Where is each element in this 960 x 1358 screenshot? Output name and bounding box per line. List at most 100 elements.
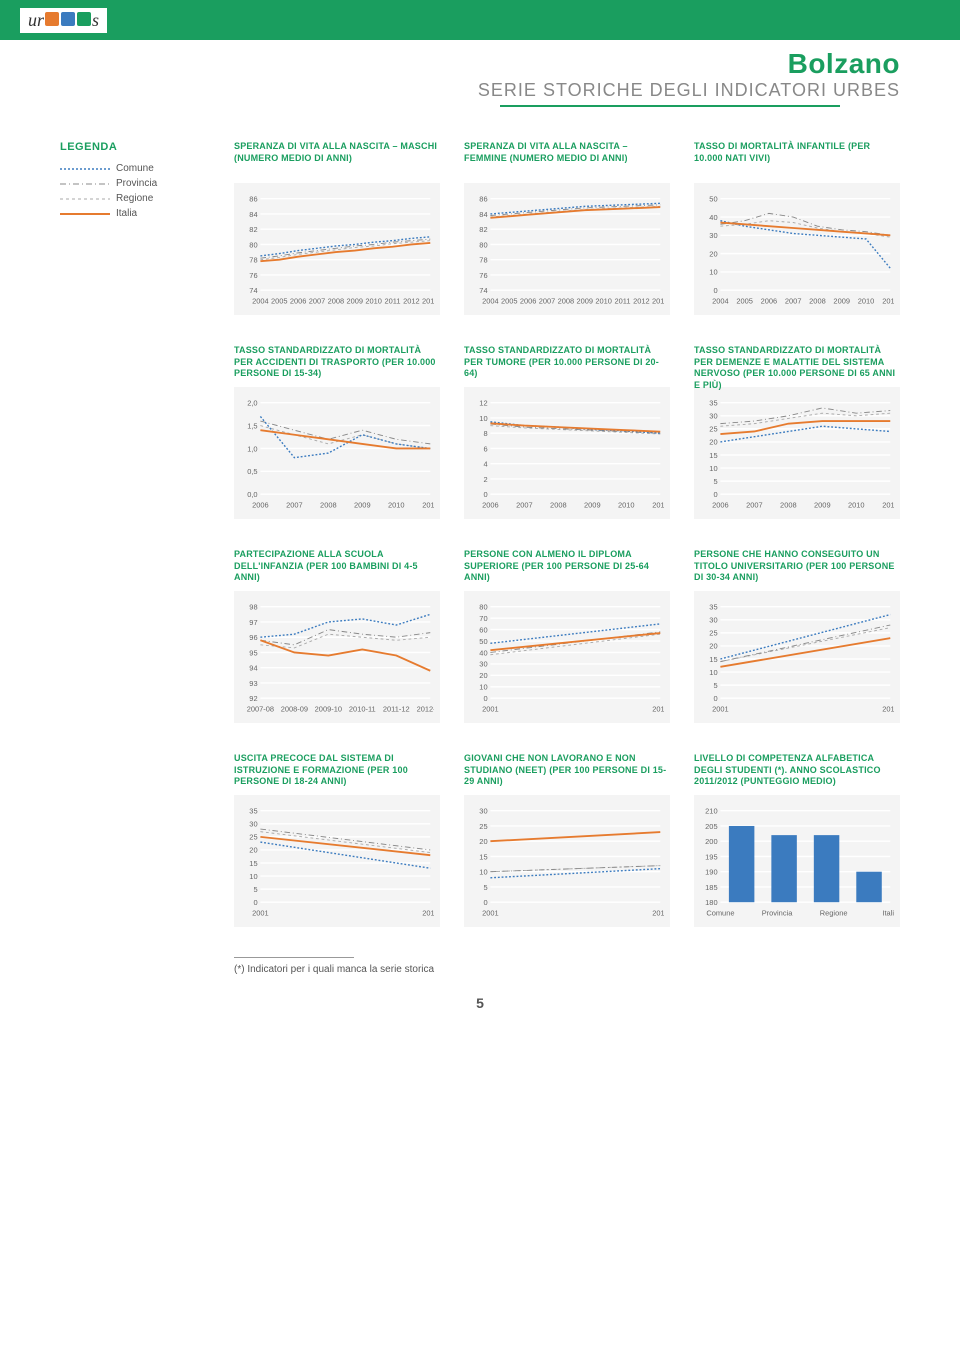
svg-text:94: 94: [249, 664, 257, 673]
svg-text:15: 15: [709, 655, 717, 664]
footnote: (*) Indicatori per i quali manca la seri…: [234, 964, 900, 975]
svg-text:2008: 2008: [320, 500, 337, 509]
series-comune: [260, 614, 430, 637]
svg-text:0,0: 0,0: [247, 490, 257, 499]
svg-text:80: 80: [479, 603, 487, 612]
svg-text:2009: 2009: [814, 500, 831, 509]
chart-svg: 0510152025303520012011: [238, 803, 434, 923]
svg-text:5: 5: [483, 883, 487, 892]
chart-title: TASSO STANDARDIZZATO DI MORTALITÀ PER DE…: [694, 345, 900, 381]
svg-text:96: 96: [249, 633, 257, 642]
svg-text:20: 20: [479, 837, 487, 846]
svg-text:190: 190: [705, 868, 717, 877]
series-provincia: [260, 421, 430, 444]
svg-text:2009: 2009: [576, 296, 593, 305]
svg-text:86: 86: [479, 195, 487, 204]
svg-text:0: 0: [483, 490, 487, 499]
chart-svg: 7476788082848620042005200620072008200920…: [468, 191, 664, 311]
svg-text:30: 30: [479, 807, 487, 816]
svg-text:76: 76: [479, 271, 487, 280]
svg-text:30: 30: [479, 660, 487, 669]
svg-text:25: 25: [479, 822, 487, 831]
legend-label: Provincia: [116, 178, 157, 189]
chart-svg: 0510152025303520012011: [698, 599, 894, 719]
svg-text:2010: 2010: [595, 296, 612, 305]
chart-box: 0102030405020042005200620072008200920102…: [694, 183, 900, 315]
svg-text:0: 0: [713, 490, 717, 499]
svg-text:2011: 2011: [615, 296, 631, 305]
svg-text:Comune: Comune: [706, 908, 734, 917]
svg-text:2011-12: 2011-12: [383, 704, 410, 713]
svg-text:2011: 2011: [422, 908, 434, 917]
svg-text:10: 10: [479, 414, 487, 423]
svg-text:2008: 2008: [780, 500, 797, 509]
chart-svg: 0102030405020042005200620072008200920102…: [698, 191, 894, 311]
bar: [856, 872, 881, 902]
legend-item: Provincia: [60, 178, 210, 189]
svg-text:0: 0: [253, 898, 257, 907]
svg-text:20: 20: [479, 671, 487, 680]
svg-text:5: 5: [713, 681, 717, 690]
logo: ur s: [20, 8, 107, 33]
svg-text:2012: 2012: [403, 296, 420, 305]
legend-item: Comune: [60, 163, 210, 174]
svg-text:0,5: 0,5: [247, 467, 257, 476]
svg-text:2011: 2011: [882, 500, 894, 509]
svg-text:2007: 2007: [516, 500, 533, 509]
chart-title: TASSO DI MORTALITÀ INFANTILE (PER 10.000…: [694, 141, 900, 177]
svg-text:40: 40: [709, 213, 717, 222]
svg-text:1,0: 1,0: [247, 444, 257, 453]
svg-text:20: 20: [709, 642, 717, 651]
svg-text:2011: 2011: [882, 296, 894, 305]
chart-title: GIOVANI CHE NON LAVORANO E NON STUDIANO …: [464, 753, 670, 789]
chart-svg: 929394959697982007-082008-092009-102010-…: [238, 599, 434, 719]
svg-text:20: 20: [709, 249, 717, 258]
svg-text:78: 78: [479, 256, 487, 265]
chart-box: 7476788082848620042005200620072008200920…: [234, 183, 440, 315]
page-number: 5: [60, 995, 900, 1011]
svg-text:Italia: Italia: [882, 908, 894, 917]
series-comune: [720, 221, 890, 269]
series-italia: [490, 832, 660, 841]
svg-text:12: 12: [479, 399, 487, 408]
svg-text:2008: 2008: [809, 296, 826, 305]
svg-text:98: 98: [249, 603, 257, 612]
chart-panel: PARTECIPAZIONE ALLA SCUOLA DELL'INFANZIA…: [234, 549, 440, 723]
chart-panel: TASSO DI MORTALITÀ INFANTILE (PER 10.000…: [694, 141, 900, 315]
svg-text:50: 50: [709, 195, 717, 204]
svg-text:2010: 2010: [365, 296, 382, 305]
chart-panel: TASSO STANDARDIZZATO DI MORTALITÀ PER DE…: [694, 345, 900, 519]
svg-text:2011: 2011: [652, 704, 664, 713]
legend-label: Regione: [116, 193, 153, 204]
chart-panel: SPERANZA DI VITA ALLA NASCITA – MASCHI (…: [234, 141, 440, 315]
chart-panel: TASSO STANDARDIZZATO DI MORTALITÀ PER TU…: [464, 345, 670, 519]
series-comune: [260, 237, 430, 256]
svg-text:2011: 2011: [385, 296, 401, 305]
svg-text:80: 80: [479, 240, 487, 249]
chart-title: USCITA PRECOCE DAL SISTEMA DI ISTRUZIONE…: [234, 753, 440, 789]
svg-text:84: 84: [479, 210, 487, 219]
svg-text:2004: 2004: [252, 296, 269, 305]
svg-text:93: 93: [249, 679, 257, 688]
svg-text:92: 92: [249, 694, 257, 703]
svg-text:2006: 2006: [712, 500, 729, 509]
svg-text:84: 84: [249, 210, 257, 219]
chart-title: TASSO STANDARDIZZATO DI MORTALITÀ PER AC…: [234, 345, 440, 381]
series-italia: [260, 640, 430, 670]
svg-text:2008: 2008: [558, 296, 575, 305]
legend-item: Regione: [60, 193, 210, 204]
svg-text:35: 35: [249, 807, 257, 816]
svg-text:2004: 2004: [482, 296, 499, 305]
svg-text:2001: 2001: [712, 704, 729, 713]
series-italia: [260, 243, 430, 261]
legend-label: Comune: [116, 163, 154, 174]
header-rule: [500, 105, 840, 107]
chart-box: 05101520253035200620072008200920102011: [694, 387, 900, 519]
svg-text:Provincia: Provincia: [762, 908, 794, 917]
svg-text:30: 30: [709, 616, 717, 625]
svg-text:2011: 2011: [652, 500, 664, 509]
svg-text:2010-11: 2010-11: [349, 704, 376, 713]
svg-text:2012-13: 2012-13: [417, 704, 434, 713]
svg-text:30: 30: [709, 231, 717, 240]
svg-text:1,5: 1,5: [247, 421, 257, 430]
